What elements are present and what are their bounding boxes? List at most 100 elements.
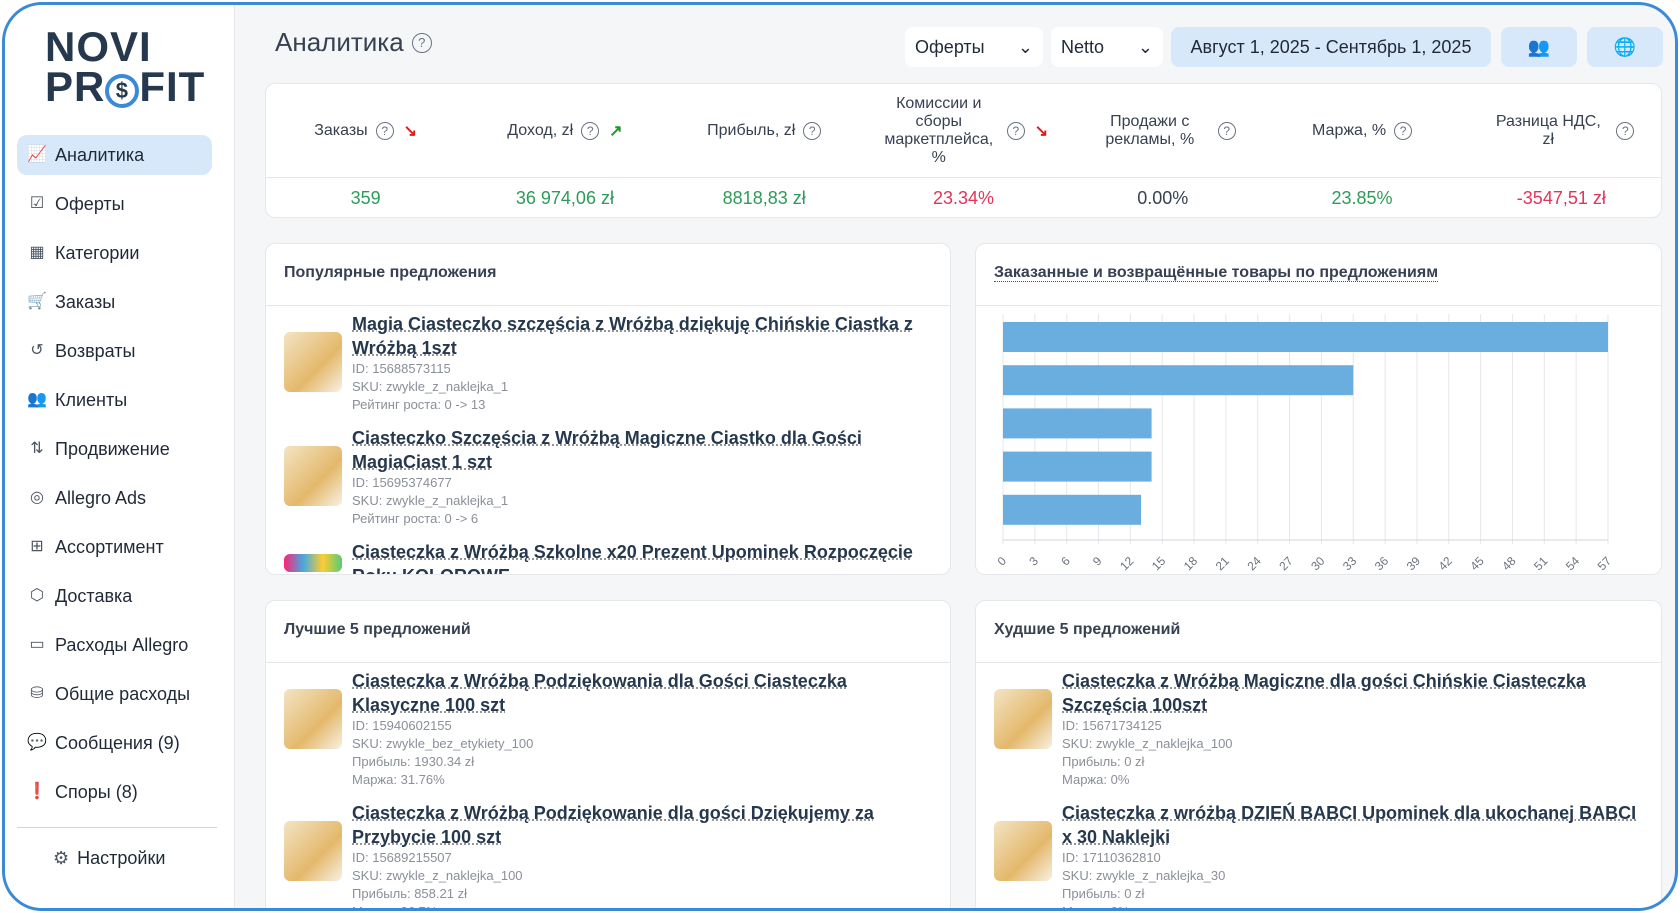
offers-icon: ☑ (29, 195, 45, 212)
product-thumbnail (284, 446, 342, 506)
metrics-header: Заказы? ↘ Доход, zł? ↗ Прибыль, zł? Комиссии … (266, 84, 1661, 178)
sidebar-item-10[interactable]: ▭ Расходы Allegro (17, 625, 212, 665)
sidebar-item-0[interactable]: 📈 Аналитика (17, 135, 212, 175)
help-icon[interactable]: ? (411, 32, 432, 53)
help-icon[interactable]: ? (1616, 121, 1635, 140)
offers-select[interactable]: Оферты ⌄ (905, 27, 1043, 67)
metric-label: Заказы (314, 121, 368, 139)
metric-label: Комиссии и сборы маркетплейса, % (884, 94, 994, 166)
x-tick-label: 57 (1595, 554, 1615, 574)
promotion-icon: ⇅ (30, 440, 44, 457)
metric-value: 8818,83 zł (722, 188, 806, 208)
offer-sku: SKU: zwykle_bez_etykiety_100 (352, 736, 534, 751)
ordered-returned-chart-card: Заказанные и возвращённые товары по пред… (975, 243, 1662, 575)
x-tick-label: 51 (1531, 554, 1551, 574)
x-tick-label: 12 (1117, 554, 1137, 574)
x-tick-label: 30 (1308, 554, 1328, 574)
offer-profit: Прибыль: 0 zł (1062, 754, 1145, 769)
sidebar-item-4[interactable]: ↺ Возвраты (17, 331, 212, 371)
sidebar-item-settings[interactable]: ⚙ Настройки (53, 848, 165, 869)
worst-offers-list: Ciasteczka z Wróżbą Magiczne dla gości C… (976, 663, 1661, 908)
sidebar-item-11[interactable]: ⛁ Общие расходы (17, 674, 212, 714)
help-icon[interactable]: ? (375, 121, 394, 140)
offer-title-link[interactable]: Ciasteczka z Wróżbą Podziękowania dla Go… (352, 671, 847, 715)
bar[interactable] (1003, 451, 1152, 482)
help-icon[interactable]: ? (581, 121, 600, 140)
offer-title-link[interactable]: Ciasteczko Szczęścia z Wróżbą Magiczne C… (352, 428, 862, 472)
chevron-down-icon: ⌄ (1137, 36, 1153, 57)
metric-header: Разница НДС, zł? (1462, 84, 1661, 177)
offer-title-link[interactable]: Ciasteczka z Wróżbą Magiczne dla gości C… (1062, 671, 1586, 715)
sidebar-item-label: Продвижение (55, 438, 170, 459)
x-tick-label: 33 (1340, 554, 1360, 574)
sidebar-item-12[interactable]: 💬 Сообщения (9) (17, 723, 212, 763)
offer-title-link[interactable]: Magia Ciasteczko szczęścia z Wróżbą dzię… (352, 314, 913, 358)
worst-offers-card: Худшие 5 предложений Ciasteczka z Wróżbą… (975, 600, 1662, 908)
best-offers-list: Ciasteczka z Wróżbą Podziękowania dla Go… (266, 663, 950, 908)
sidebar-item-label: Сообщения (9) (55, 732, 180, 753)
sidebar-item-9[interactable]: ⬡ Доставка (17, 576, 212, 616)
box-icon: ⬡ (30, 587, 44, 604)
metric-header: Продажи с рекламы, %? (1063, 84, 1262, 177)
offer-sku: SKU: zwykle_z_naklejka_30 (1062, 868, 1226, 883)
language-button[interactable]: 🌐 (1587, 27, 1663, 67)
offer-title-link[interactable]: Ciasteczka z Wróżbą Szkolne x20 Prezent … (352, 542, 913, 574)
metric-header: Маржа, %? (1262, 84, 1461, 177)
grid-icon: ▦ (29, 244, 45, 261)
users-button[interactable]: 👥 (1501, 27, 1577, 67)
sidebar-item-5[interactable]: 👥 Клиенты (17, 380, 212, 420)
sidebar-item-label: Оферты (55, 193, 125, 214)
bar[interactable] (1003, 365, 1354, 396)
offer-extra: Рейтинг роста: 0 -> 6 (352, 511, 479, 526)
metrics-card: Заказы? ↘ Доход, zł? ↗ Прибыль, zł? Комиссии … (265, 83, 1662, 218)
metric-value: 23.34% (932, 188, 995, 208)
sidebar-item-label: Возвраты (55, 340, 136, 361)
offer-profit: Прибыль: 0 zł (1062, 886, 1145, 901)
offer-title-link[interactable]: Ciasteczka z Wróżbą Podziękowanie dla go… (352, 803, 874, 847)
metric-label: Прибыль, zł (707, 121, 796, 139)
help-icon[interactable]: ? (1394, 121, 1413, 140)
metrics-values: 359 36 974,06 zł 8818,83 zł 23.34% 0.00% 23.8… (266, 178, 1661, 217)
sidebar-item-6[interactable]: ⇅ Продвижение (17, 429, 212, 469)
help-icon[interactable]: ? (803, 121, 822, 140)
sidebar-item-label: Клиенты (55, 389, 128, 410)
sidebar-item-3[interactable]: 🛒 Заказы (17, 282, 212, 322)
x-tick-label: 18 (1181, 554, 1201, 574)
x-tick-label: 9 (1090, 554, 1105, 569)
novi-profit-logo[interactable]: NOVI PR $ FIT (45, 23, 205, 108)
sidebar-item-label: Allegro Ads (55, 487, 147, 508)
offer-item: Ciasteczka z Wróżbą Magiczne dla gości C… (976, 663, 1661, 795)
page-title: Аналитика? (275, 27, 432, 58)
help-icon[interactable]: ? (1006, 121, 1025, 140)
help-icon[interactable]: ? (1217, 121, 1236, 140)
bar[interactable] (1003, 494, 1141, 525)
x-tick-label: 6 (1058, 554, 1073, 569)
gear-icon: ⚙ (53, 848, 70, 868)
popular-offers-list: Magia Ciasteczko szczęścia z Wróżbą dzię… (266, 306, 950, 574)
x-tick-label: 3 (1026, 554, 1041, 569)
offer-title-link[interactable]: Ciasteczka z wróżbą DZIEŃ BABCI Upominek… (1062, 803, 1637, 847)
bar[interactable] (1003, 322, 1608, 352)
sidebar-item-8[interactable]: ⊞ Ассортимент (17, 527, 212, 567)
date-range-button[interactable]: Август 1, 2025 - Сентябрь 1, 2025 (1171, 27, 1491, 67)
dispute-icon: ❗ (27, 783, 47, 800)
x-tick-label: 42 (1436, 554, 1456, 574)
trend-down-icon: ↘ (1034, 122, 1049, 140)
product-thumbnail (284, 332, 342, 392)
sidebar-item-7[interactable]: ◎ Allegro Ads (17, 478, 212, 518)
netto-select-value: Netto (1061, 36, 1105, 57)
offer-item: Ciasteczka z Wróżbą Podziękowanie dla go… (266, 795, 950, 908)
netto-select[interactable]: Netto ⌄ (1051, 27, 1163, 67)
sidebar-item-1[interactable]: ☑ Оферты (17, 184, 212, 224)
offer-margin: Маржа: 0% (1062, 772, 1130, 787)
metric-header: Заказы? ↘ (266, 84, 465, 177)
x-tick-label: 24 (1245, 554, 1265, 574)
sidebar-item-2[interactable]: ▦ Категории (17, 233, 212, 273)
chart-title[interactable]: Заказанные и возвращённые товары по пред… (994, 264, 1439, 282)
metric-header: Комиссии и сборы маркетплейса, %? ↘ (864, 84, 1063, 177)
offer-sku: SKU: zwykle_z_naklejka_100 (352, 868, 523, 883)
sidebar-item-13[interactable]: ❗ Споры (8) (17, 772, 212, 812)
bar[interactable] (1003, 408, 1152, 439)
logo-line-1: NOVI (45, 23, 152, 70)
offer-item: Ciasteczka z wróżbą DZIEŃ BABCI Upominek… (976, 795, 1661, 908)
